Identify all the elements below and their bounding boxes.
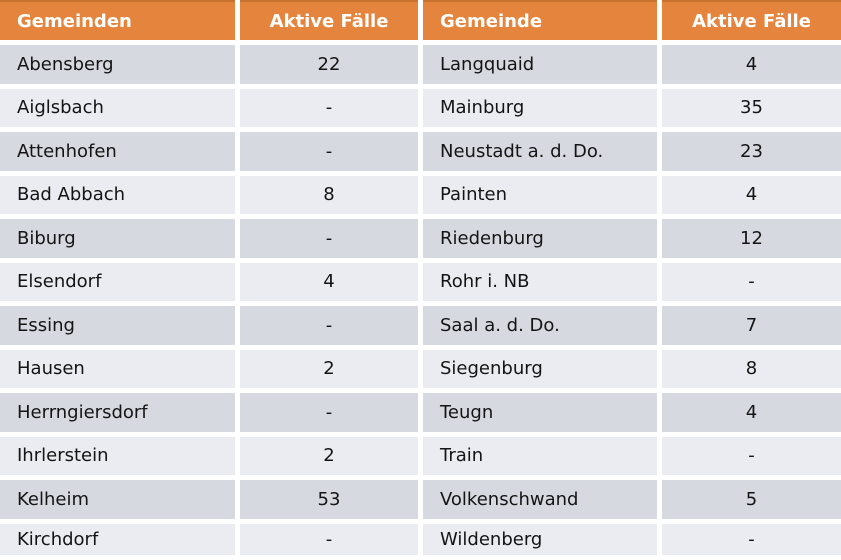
municipality-name-cell: Wildenberg [423,523,657,555]
municipality-name-cell: Siegenburg [423,349,657,388]
active-cases-cell: - [240,88,418,127]
header-gemeinden: Gemeinden [0,0,235,40]
active-cases-cell: - [662,523,841,555]
municipality-name-cell: Neustadt a. d. Do. [423,132,657,171]
municipality-name-cell: Rohr i. NB [423,262,657,301]
header-aktive-faelle-right: Aktive Fälle [662,0,841,40]
active-cases-cell: - [662,436,841,475]
municipality-name-cell: Riedenburg [423,219,657,258]
active-cases-cell: 4 [662,45,841,84]
municipality-name-cell: Train [423,436,657,475]
municipality-name-cell: Teugn [423,393,657,432]
municipality-name-cell: Hausen [0,349,235,388]
municipality-name-cell: Painten [423,175,657,214]
active-cases-cell: - [240,306,418,345]
active-cases-cell: 53 [240,480,418,519]
active-cases-cell: 4 [662,393,841,432]
municipality-name-cell: Attenhofen [0,132,235,171]
active-cases-cell: - [662,262,841,301]
active-cases-cell: 4 [240,262,418,301]
active-cases-cell: 22 [240,45,418,84]
active-cases-cell: - [240,523,418,555]
active-cases-cell: 23 [662,132,841,171]
municipality-name-cell: Langquaid [423,45,657,84]
header-aktive-faelle-left: Aktive Fälle [240,0,418,40]
municipality-name-cell: Kelheim [0,480,235,519]
active-cases-cell: 4 [662,175,841,214]
municipality-name-cell: Essing [0,306,235,345]
active-cases-cell: 12 [662,219,841,258]
municipality-name-cell: Biburg [0,219,235,258]
municipality-name-cell: Bad Abbach [0,175,235,214]
active-cases-cell: 2 [240,349,418,388]
municipality-name-cell: Ihrlerstein [0,436,235,475]
active-cases-cell: 8 [240,175,418,214]
municipality-name-cell: Volkenschwand [423,480,657,519]
municipality-name-cell: Aiglsbach [0,88,235,127]
municipality-name-cell: Herrngiersdorf [0,393,235,432]
active-cases-cell: - [240,393,418,432]
active-cases-cell: 5 [662,480,841,519]
active-cases-cell: 8 [662,349,841,388]
municipality-name-cell: Mainburg [423,88,657,127]
active-cases-cell: 35 [662,88,841,127]
active-cases-cell: 2 [240,436,418,475]
municipality-name-cell: Saal a. d. Do. [423,306,657,345]
municipality-name-cell: Elsendorf [0,262,235,301]
active-cases-cell: - [240,132,418,171]
active-cases-cell: - [240,219,418,258]
municipality-name-cell: Abensberg [0,45,235,84]
municipality-name-cell: Kirchdorf [0,523,235,555]
header-gemeinde: Gemeinde [423,0,657,40]
active-cases-cell: 7 [662,306,841,345]
